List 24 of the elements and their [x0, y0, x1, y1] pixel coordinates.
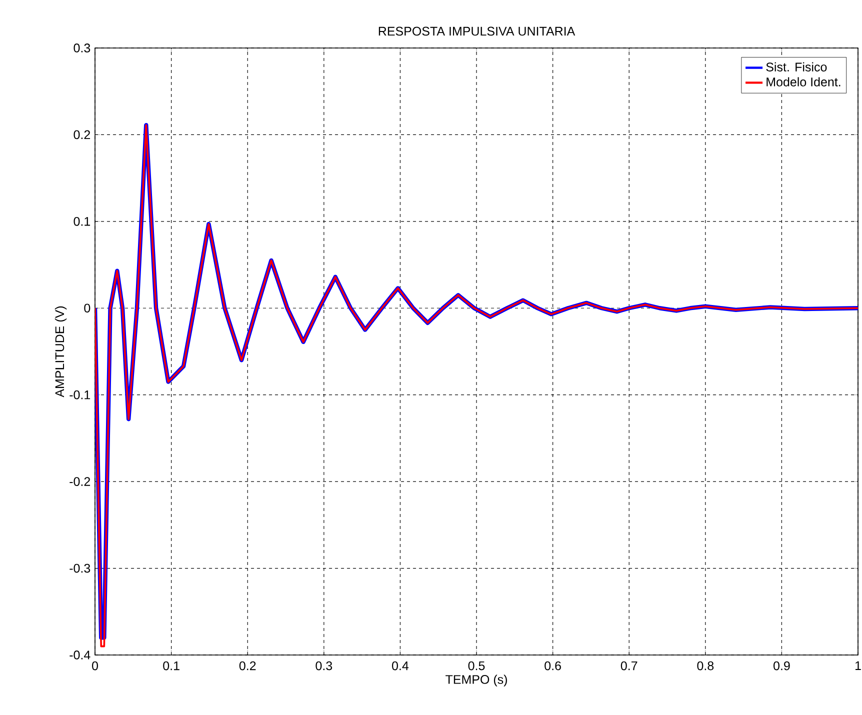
x-tick-label: 0.6 — [544, 661, 561, 670]
x-tick-label: 1 — [855, 661, 861, 670]
x-tick-label: 0.3 — [316, 661, 332, 670]
x-tick-label: 0.8 — [697, 661, 714, 670]
y-tick-label: 0.2 — [74, 130, 90, 140]
x-tick-label: 0.2 — [239, 661, 256, 670]
x-tick-label: 0.7 — [620, 661, 638, 670]
legend-label: Sist. Fisico — [766, 62, 827, 72]
x-tick-label: 0.4 — [392, 661, 409, 670]
x-tick-label: 0.9 — [774, 661, 790, 670]
legend-label: Modelo Ident. — [766, 77, 840, 86]
chart-title: RESPOSTA IMPULSIVA UNITARIA — [378, 26, 576, 36]
y-tick-label: 0 — [84, 304, 90, 313]
y-tick-label: -0.1 — [70, 390, 90, 400]
y-tick-label: -0.4 — [70, 650, 90, 660]
y-tick-label: -0.2 — [70, 477, 90, 486]
x-tick-label: 0 — [92, 661, 98, 670]
y-tick-label: 0.3 — [74, 44, 90, 52]
y-axis-title: AMPLITUDE (V) — [54, 306, 67, 398]
x-axis-title: TEMPO (s) — [446, 674, 507, 686]
y-tick-label: 0.1 — [74, 216, 90, 226]
x-tick-label: 0.5 — [468, 661, 485, 670]
y-tick-label: -0.3 — [70, 564, 90, 573]
x-tick-label: 0.1 — [163, 661, 180, 670]
